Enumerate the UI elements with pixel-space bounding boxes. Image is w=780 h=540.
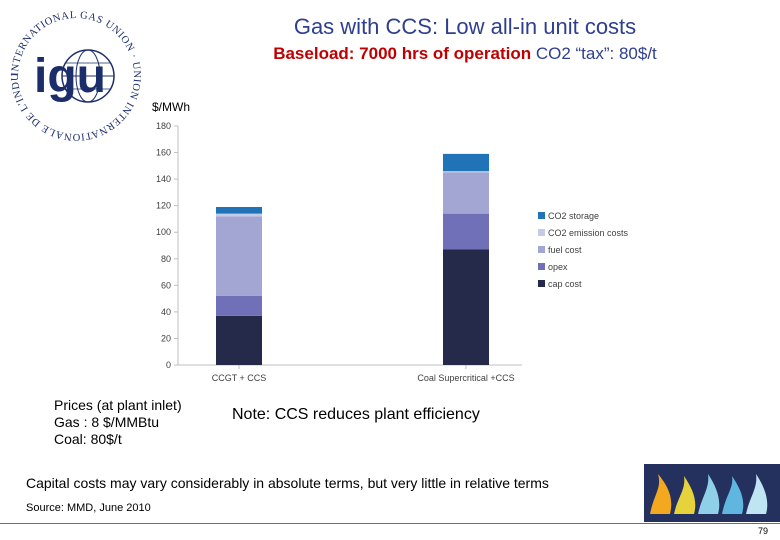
bar-segment-cap-cost <box>216 315 262 365</box>
prices-note: Prices (at plant inlet) Gas : 8 $/MMBtu … <box>54 397 182 448</box>
x-category-label: Coal Supercritical +CCS <box>417 373 514 383</box>
subtitle-baseload: Baseload: 7000 hrs of operation <box>273 44 532 63</box>
bar-segment-co2-storage <box>443 153 489 172</box>
flame-banner-image <box>644 464 780 522</box>
logo-mark: igu <box>34 50 106 103</box>
legend-label: cap cost <box>548 279 582 289</box>
slide-title: Gas with CCS: Low all-in unit costs <box>293 14 637 39</box>
legend-label: CO2 emission costs <box>548 228 629 238</box>
legend-label: fuel cost <box>548 245 582 255</box>
legend-swatch <box>538 229 545 236</box>
y-tick-label: 0 <box>166 360 171 370</box>
y-tick-label: 100 <box>156 227 171 237</box>
prices-line-1: Prices (at plant inlet) <box>54 397 182 413</box>
source-note: Source: MMD, June 2010 <box>26 502 151 514</box>
legend-swatch <box>538 263 545 270</box>
y-axis-unit: $/MWh <box>152 100 191 114</box>
y-tick-label: 80 <box>161 254 171 264</box>
capital-costs-note: Capital costs may vary considerably in a… <box>26 475 549 491</box>
igu-logo: INTERNATIONAL GAS UNION · UNION INTERNAT… <box>6 6 141 142</box>
prices-line-3: Coal: 80$/t <box>54 431 122 447</box>
subtitle-co2-tax: CO2 “tax”: 80$/t <box>535 44 657 63</box>
y-tick-label: 120 <box>156 201 171 211</box>
bar-segment-cap-cost <box>443 249 489 365</box>
bar-segment-co2-storage <box>216 206 262 214</box>
y-tick-label: 40 <box>161 307 171 317</box>
page-number: 79 <box>757 526 768 536</box>
y-tick-label: 60 <box>161 280 171 290</box>
bar-segment-co2-emission-costs <box>443 171 489 173</box>
x-category-label: CCGT + CCS <box>212 373 267 383</box>
legend-label: opex <box>548 262 568 272</box>
stacked-bar-chart: 0 20 40 60 80 100 120 140 160 180 CCGT + CCS Coal S… <box>156 121 629 383</box>
globe-icon <box>61 49 115 103</box>
legend-swatch <box>538 246 545 253</box>
y-tick-label: 180 <box>156 121 171 131</box>
y-tick-label: 160 <box>156 148 171 158</box>
legend-swatch <box>538 212 545 219</box>
bar-segment-fuel-cost <box>443 172 489 214</box>
bar-segment-fuel-cost <box>216 216 262 296</box>
flame-icon <box>650 474 768 514</box>
footer-divider <box>0 523 780 524</box>
legend-label: CO2 storage <box>548 211 599 221</box>
bar-segment-opex <box>443 213 489 250</box>
legend-swatch <box>538 280 545 287</box>
y-tick-label: 140 <box>156 174 171 184</box>
slide-subtitle: Baseload: 7000 hrs of operation CO2 “tax… <box>150 44 780 64</box>
bar-segment-opex <box>216 295 262 316</box>
efficiency-note: Note: CCS reduces plant efficiency <box>232 406 480 423</box>
prices-line-2: Gas : 8 $/MMBtu <box>54 414 160 430</box>
bar-segment-co2-emission-costs <box>216 213 262 217</box>
y-tick-label: 20 <box>161 333 171 343</box>
